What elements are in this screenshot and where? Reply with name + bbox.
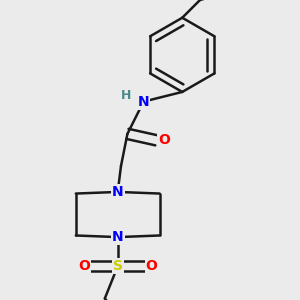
- Text: O: O: [159, 133, 170, 147]
- Text: O: O: [78, 259, 90, 273]
- Text: N: N: [112, 185, 124, 199]
- Text: N: N: [138, 94, 149, 109]
- Text: N: N: [112, 230, 124, 244]
- Text: H: H: [121, 89, 131, 102]
- Text: O: O: [146, 259, 158, 273]
- Text: S: S: [113, 259, 123, 273]
